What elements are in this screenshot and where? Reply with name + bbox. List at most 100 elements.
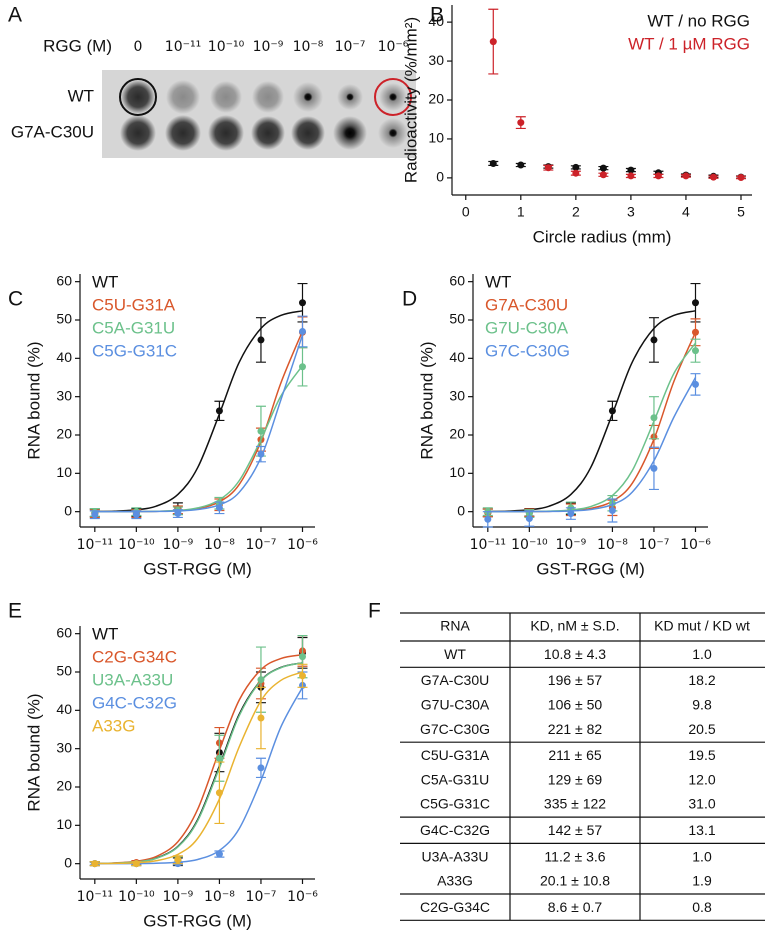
legend-entry: WT	[92, 624, 118, 643]
table-cell: 1.0	[692, 848, 712, 864]
table-header: KD, nM ± S.D.	[530, 618, 619, 634]
x-tick-label: 10⁻⁹	[162, 537, 193, 553]
table-cell: G7U-C30A	[421, 696, 490, 712]
y-axis-label: Radioactivity (%/mm²)	[401, 17, 420, 183]
table-cell: C5A-G31U	[421, 771, 489, 787]
x-tick-label: 10⁻⁸	[204, 537, 235, 553]
data-point	[215, 754, 223, 762]
y-tick-label: 0	[64, 502, 72, 518]
x-tick-label: 10⁻¹⁰	[511, 537, 548, 553]
table-cell: 1.0	[692, 646, 712, 662]
data-point	[298, 299, 306, 307]
table-cell: C2G-G34C	[420, 899, 490, 915]
data-point	[215, 504, 223, 512]
x-tick-label: 4	[682, 204, 690, 220]
x-tick-label: 10⁻¹¹	[77, 889, 113, 905]
table-header: RNA	[440, 618, 470, 634]
y-tick-label: 40	[56, 349, 72, 365]
legend-entry: G7U-C30A	[485, 318, 569, 337]
data-point	[525, 515, 533, 523]
data-point	[174, 856, 182, 864]
y-tick-label: 10	[428, 130, 444, 146]
blot-spot	[378, 118, 408, 148]
panel-label: F	[368, 600, 381, 623]
data-point	[691, 380, 699, 388]
data-point	[654, 172, 662, 180]
y-tick-label: 0	[436, 169, 444, 185]
y-tick-label: 50	[449, 311, 465, 327]
blot-spot	[291, 116, 325, 150]
table-cell: 211 ± 65	[548, 747, 602, 763]
y-tick-label: 60	[56, 272, 72, 288]
table-cell: 13.1	[688, 822, 715, 838]
data-point	[489, 38, 497, 46]
blot-spot	[208, 115, 244, 151]
fit-curve	[487, 342, 697, 513]
x-tick-label: 10⁻⁷	[639, 537, 670, 553]
data-point	[682, 172, 690, 180]
table-header: KD mut / KD wt	[654, 618, 750, 634]
data-point	[91, 511, 99, 519]
data-point	[132, 860, 140, 868]
table-cell: 19.5	[688, 747, 715, 763]
data-point	[650, 414, 658, 422]
data-point	[257, 427, 265, 435]
data-point	[709, 173, 717, 181]
data-point	[572, 163, 580, 171]
concentration-label: 10⁻⁸	[293, 39, 324, 55]
x-tick-label: 10⁻⁶	[680, 537, 711, 553]
table-cell: C5U-G31A	[421, 747, 490, 763]
table-cell: 196 ± 57	[548, 672, 603, 688]
legend-entry: C5A-G31U	[92, 318, 175, 337]
x-axis-label: GST-RGG (M)	[143, 911, 252, 930]
x-tick-label: 10⁻¹⁰	[118, 889, 155, 905]
blot-spot	[252, 81, 284, 113]
data-point	[567, 510, 575, 518]
blot-axis-label: RGG (M)	[43, 36, 112, 55]
table-cell: 11.2 ± 3.6	[544, 848, 605, 864]
table-cell: G4C-C32G	[420, 822, 490, 838]
y-tick-label: 60	[449, 272, 465, 288]
data-point	[257, 676, 265, 684]
x-tick-label: 2	[572, 204, 580, 220]
table-cell: 335 ± 122	[544, 796, 606, 812]
blot-spot	[120, 115, 156, 151]
legend-entry: WT	[485, 272, 511, 291]
blot-spot	[165, 115, 201, 151]
fit-curve	[94, 365, 304, 513]
data-point	[627, 166, 635, 174]
table-cell: 129 ± 69	[548, 771, 603, 787]
table-cell: G7C-C30G	[420, 721, 490, 737]
blot-spot	[251, 116, 285, 150]
blot-spot	[337, 84, 363, 110]
data-point	[298, 363, 306, 371]
table-cell: U3A-A33U	[422, 848, 489, 864]
x-tick-label: 0	[462, 204, 470, 220]
data-point	[517, 119, 525, 127]
data-point	[257, 714, 265, 722]
blot-spot	[166, 80, 200, 114]
data-point	[257, 450, 265, 458]
y-tick-label: 60	[56, 624, 72, 640]
data-point	[608, 507, 616, 515]
x-tick-label: 10⁻⁷	[246, 537, 277, 553]
legend-entry: WT / 1 µM RGG	[628, 34, 750, 53]
x-tick-label: 10⁻⁶	[287, 537, 318, 553]
highlight-circle	[119, 78, 157, 116]
y-tick-label: 40	[449, 349, 465, 365]
data-point	[215, 850, 223, 858]
y-tick-label: 20	[56, 778, 72, 794]
table-cell: 12.0	[688, 771, 715, 787]
x-tick-label: 3	[627, 204, 635, 220]
y-axis-label: RNA bound (%)	[24, 341, 43, 459]
fit-curve	[487, 310, 696, 513]
legend-entry: C2G-G34C	[92, 647, 177, 666]
blot-spot	[379, 83, 407, 111]
data-point	[91, 860, 99, 868]
fit-curve	[94, 310, 303, 513]
fit-curve	[94, 334, 304, 513]
y-tick-label: 0	[457, 502, 465, 518]
y-tick-label: 30	[428, 52, 444, 68]
x-tick-label: 10⁻⁹	[555, 537, 586, 553]
